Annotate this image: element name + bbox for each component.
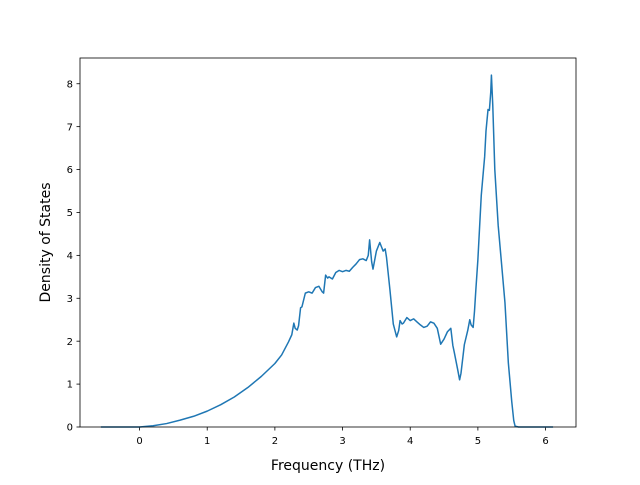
y-tick-label: 3 [67,294,73,305]
y-tick-label: 1 [67,380,73,391]
plot-area-background [80,58,576,427]
x-tick-label: 0 [136,436,142,447]
x-tick-label: 3 [339,436,345,447]
dos-series-line [100,74,554,428]
y-tick-label: 6 [67,165,73,176]
x-axis-ticks: 0 1 2 3 4 5 6 [136,427,549,447]
x-tick-label: 1 [204,436,210,447]
y-tick-label: 0 [67,423,73,434]
y-tick-label: 2 [67,337,73,348]
y-axis-ticks: 0 1 2 3 4 5 6 7 8 [67,79,80,434]
x-tick-label: 2 [272,436,278,447]
x-tick-label: 5 [475,436,481,447]
x-tick-label: 6 [542,436,548,447]
y-tick-label: 4 [67,251,73,262]
y-tick-label: 8 [67,79,73,90]
series-layer [100,74,554,428]
x-tick-label: 4 [407,436,413,447]
y-tick-label: 5 [67,208,73,219]
plot-frame [79,57,577,428]
y-axis-label: Density of States [38,183,54,303]
y-tick-label: 7 [67,122,73,133]
x-axis-label: Frequency (THz) [271,458,385,474]
